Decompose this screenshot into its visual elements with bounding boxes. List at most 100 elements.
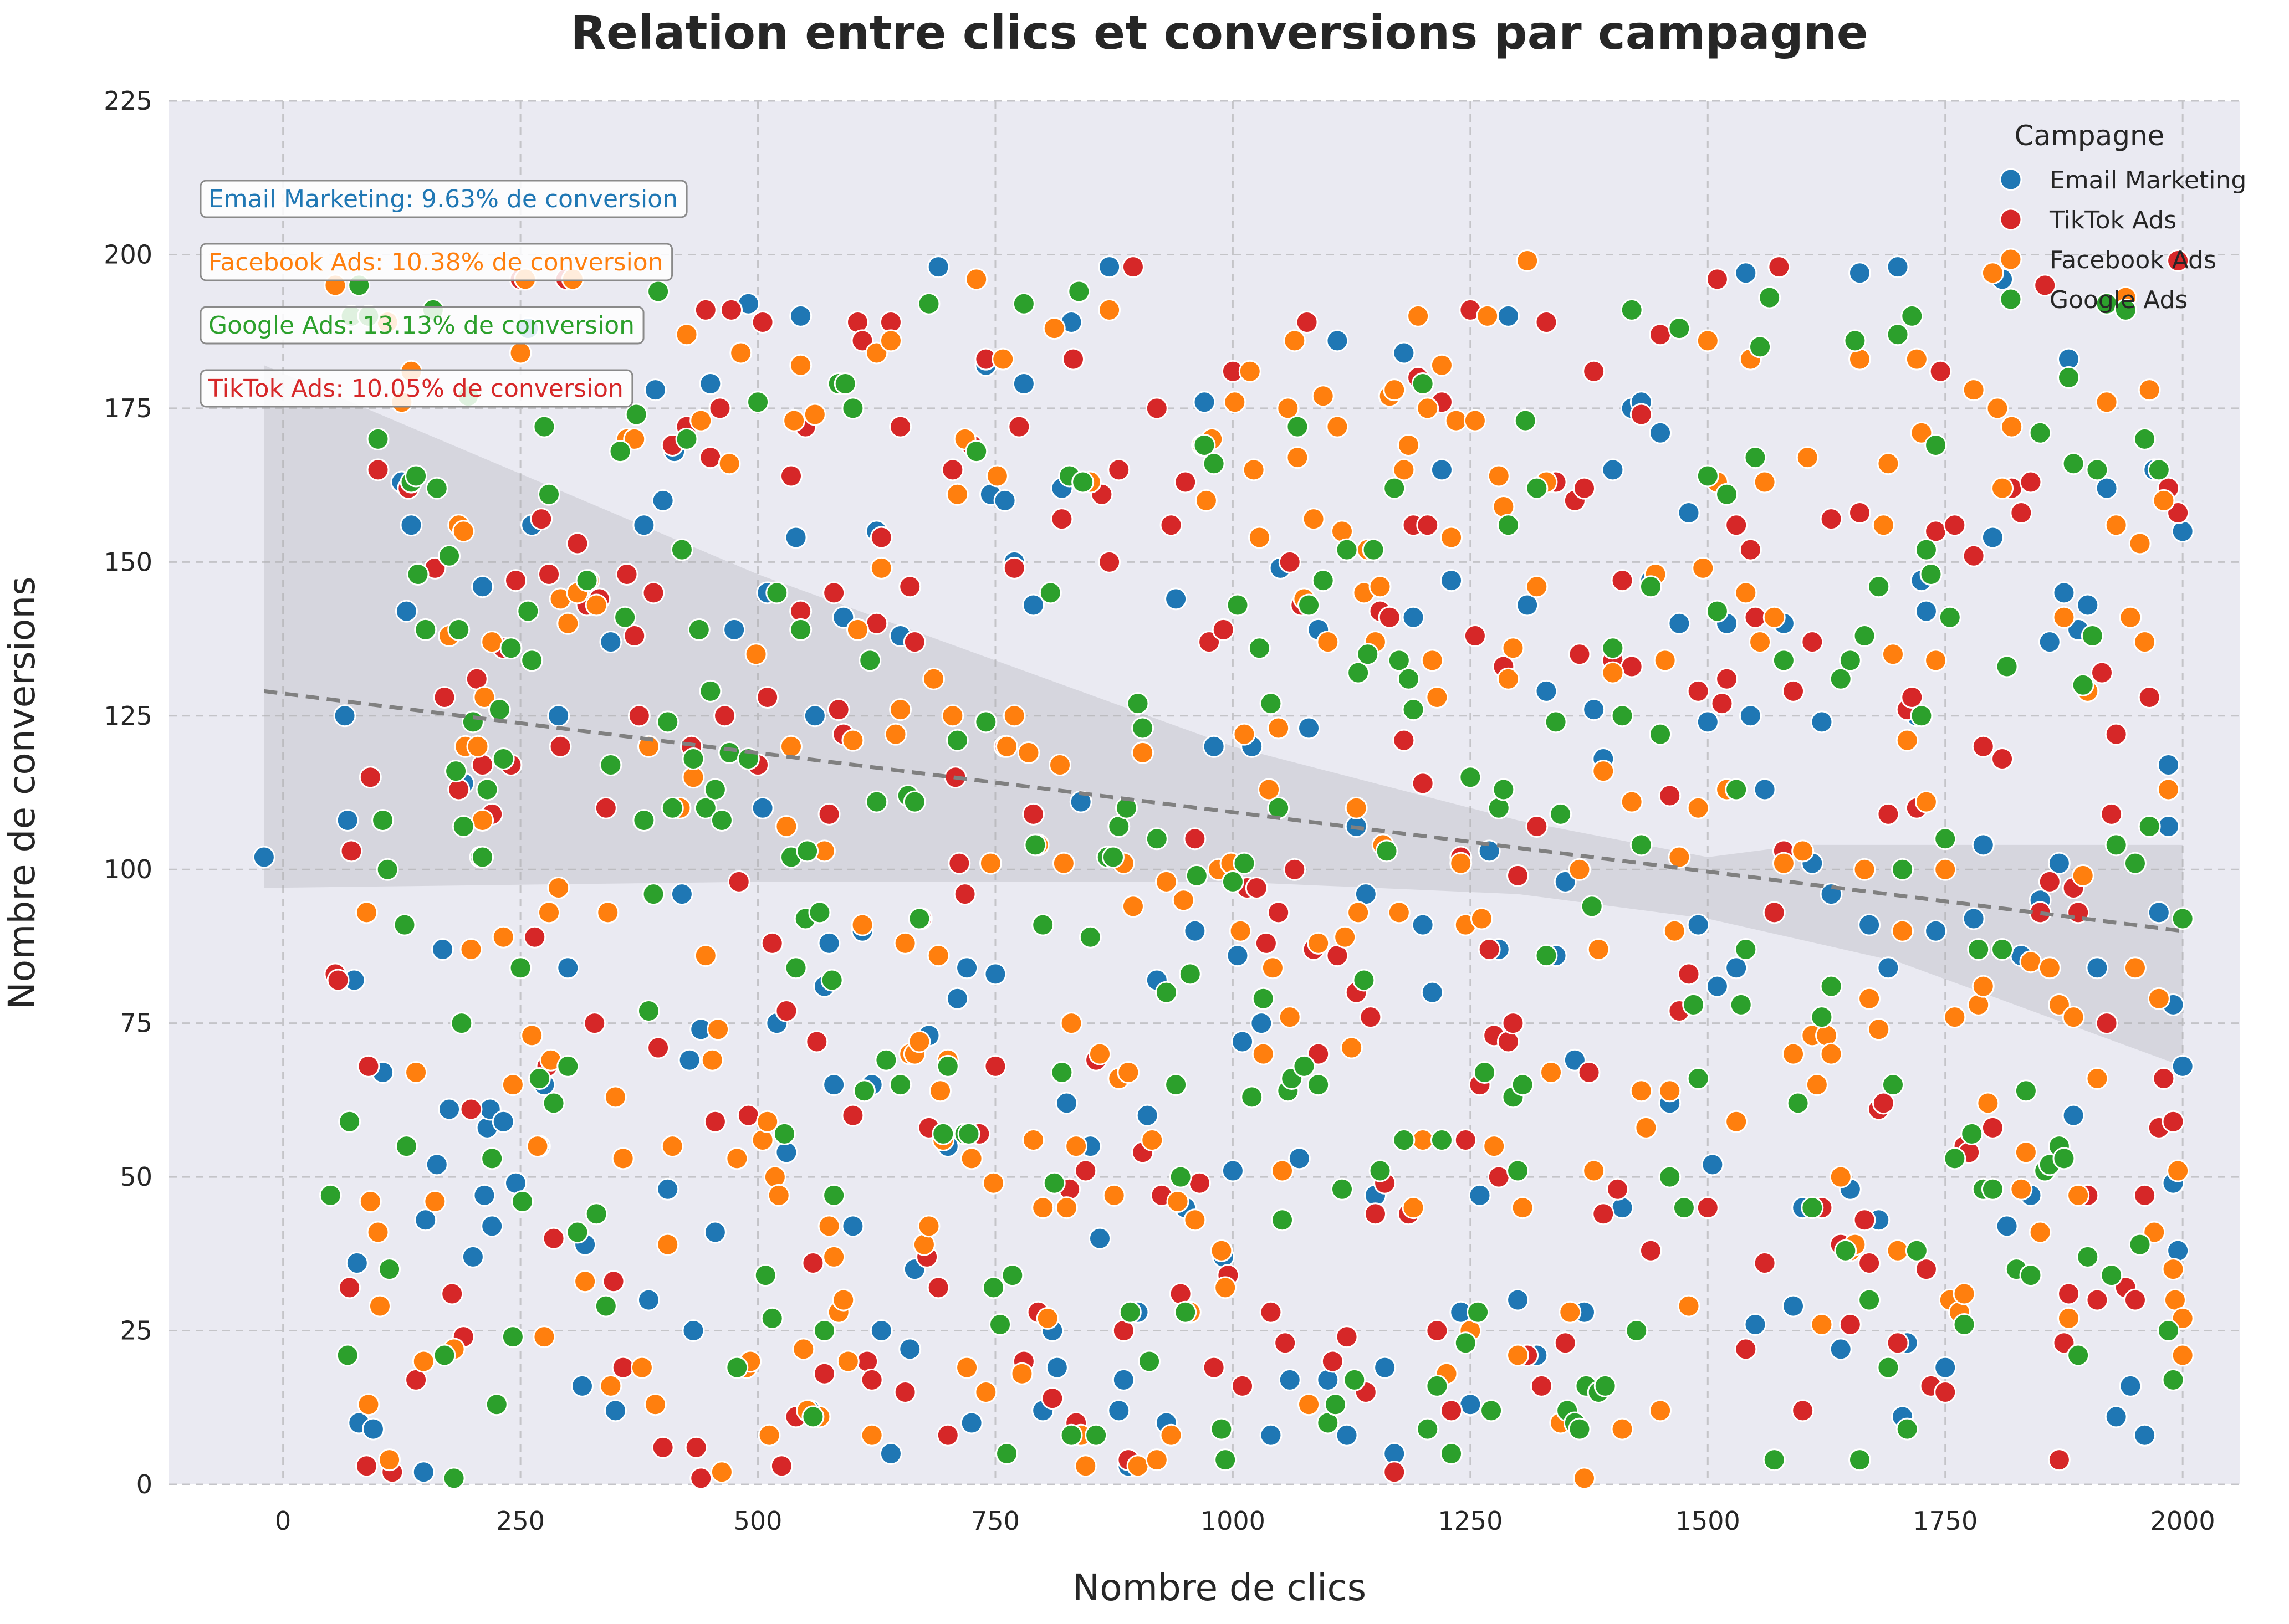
point-email-marketing: [2119, 1374, 2142, 1397]
point-google-ads: [859, 649, 882, 672]
x-axis-label: Nombre de clics: [1072, 1566, 1366, 1609]
point-facebook-ads: [1214, 1276, 1237, 1299]
regression-trend-line: [263, 689, 2183, 933]
point-facebook-ads: [1953, 1282, 1976, 1305]
point-facebook-ads: [783, 409, 806, 432]
point-email-marketing: [1886, 255, 1909, 279]
point-facebook-ads: [2167, 1159, 2190, 1182]
conversion-annotations: Email Marketing: 9.63% de conversion Face…: [200, 180, 688, 408]
point-email-marketing: [1563, 1048, 1586, 1072]
point-facebook-ads: [1886, 1239, 1909, 1262]
point-facebook-ads: [481, 631, 504, 654]
point-tiktok-ads: [1008, 415, 1031, 438]
point-tiktok-ads: [2091, 661, 2114, 684]
point-tiktok-ads: [1914, 1258, 1938, 1281]
point-facebook-ads: [1036, 1307, 1059, 1330]
point-google-ads: [1838, 649, 1862, 672]
point-email-marketing: [1278, 1368, 1301, 1391]
x-tick-label: 250: [496, 1506, 545, 1536]
point-facebook-ads: [912, 1233, 936, 1256]
point-facebook-ads: [758, 1423, 781, 1447]
point-tiktok-ads: [1981, 1116, 2004, 1139]
point-facebook-ads: [1326, 415, 1349, 438]
point-google-ads: [1829, 667, 1852, 690]
point-tiktok-ads: [703, 1110, 727, 1133]
point-facebook-ads: [1043, 317, 1066, 340]
point-facebook-ads: [1271, 1159, 1294, 1182]
point-google-ads: [1459, 766, 1482, 789]
point-google-ads: [1039, 581, 1062, 604]
point-email-marketing: [2038, 631, 2061, 654]
point-facebook-ads: [1330, 520, 1353, 543]
point-email-marketing: [2076, 593, 2099, 617]
point-tiktok-ads: [566, 532, 589, 555]
legend-marker: [1999, 248, 2022, 271]
point-facebook-ads: [2019, 950, 2042, 974]
point-email-marketing: [1506, 1288, 1530, 1312]
point-email-marketing: [1335, 1423, 1358, 1447]
point-facebook-ads: [1668, 846, 1691, 869]
point-facebook-ads: [1261, 956, 1284, 980]
point-google-ads: [376, 858, 399, 881]
y-axis-label: Nombre de conversions: [1, 576, 43, 1009]
point-facebook-ads: [2010, 1177, 2033, 1201]
annotation-frame: [200, 306, 645, 345]
point-email-marketing: [492, 1110, 515, 1133]
point-google-ads: [1525, 477, 1549, 500]
point-tiktok-ads: [1440, 1399, 1463, 1422]
point-facebook-ads: [1131, 741, 1154, 764]
point-google-ads: [670, 538, 693, 561]
point-google-ads: [1402, 698, 1425, 721]
point-google-ads: [647, 280, 670, 303]
point-google-ads: [511, 1190, 534, 1213]
x-axis-ticks: 0 250 500 750 1000 1250 1500 1750 2000: [275, 1506, 2215, 1536]
point-email-marketing: [751, 796, 774, 819]
point-facebook-ads: [423, 1190, 447, 1213]
point-tiktok-ads: [1739, 538, 1762, 561]
point-email-marketing: [946, 987, 969, 1010]
point-google-ads: [1330, 1177, 1353, 1201]
point-email-marketing: [461, 1245, 484, 1268]
point-google-ads: [1729, 993, 1752, 1016]
point-facebook-ads: [818, 1215, 841, 1238]
point-google-ads: [936, 1054, 959, 1078]
point-facebook-ads: [1924, 649, 1948, 672]
point-facebook-ads: [1194, 489, 1218, 512]
point-email-marketing: [870, 1319, 893, 1343]
point-google-ads: [995, 1442, 1019, 1466]
point-facebook-ads: [1525, 575, 1549, 598]
point-google-ads: [1900, 304, 1924, 327]
point-facebook-ads: [1166, 1190, 1189, 1213]
point-tiktok-ads: [1762, 901, 1786, 924]
point-google-ads: [2162, 1368, 2185, 1391]
point-facebook-ads: [1587, 937, 1610, 961]
point-facebook-ads: [832, 1288, 855, 1312]
point-tiktok-ads: [713, 704, 737, 728]
point-email-marketing: [2157, 754, 2180, 777]
point-facebook-ads: [533, 1325, 556, 1349]
point-google-ads: [1126, 692, 1149, 715]
point-facebook-ads: [357, 1393, 380, 1416]
point-google-ads: [801, 1405, 825, 1428]
point-facebook-ads: [1663, 919, 1686, 942]
point-email-marketing: [643, 378, 667, 402]
point-google-ads: [1193, 433, 1216, 457]
point-email-marketing: [1848, 262, 1871, 285]
point-google-ads: [1343, 1368, 1366, 1391]
point-tiktok-ads: [1359, 1006, 1382, 1029]
point-tiktok-ads: [1848, 501, 1871, 525]
point-facebook-ads: [1368, 575, 1392, 598]
point-tiktok-ads: [1649, 323, 1672, 346]
point-google-ads: [395, 1135, 418, 1158]
point-facebook-ads: [767, 1184, 790, 1207]
point-email-marketing: [1478, 839, 1501, 863]
point-tiktok-ads: [813, 1362, 836, 1385]
point-google-ads: [2081, 624, 2104, 648]
point-google-ads: [1185, 864, 1208, 887]
point-email-marketing: [1202, 735, 1225, 758]
point-tiktok-ads: [727, 870, 750, 893]
point-facebook-ads: [2029, 1221, 2052, 1244]
point-email-marketing: [2147, 901, 2170, 924]
point-google-ads: [1668, 317, 1691, 340]
point-facebook-ads: [729, 341, 753, 365]
